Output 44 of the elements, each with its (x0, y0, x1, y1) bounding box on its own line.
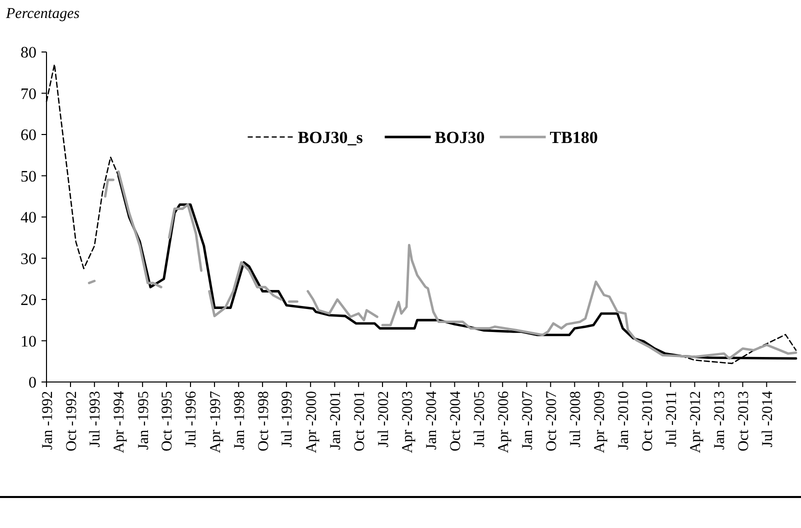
x-tick-label: Jan -1995 (136, 391, 152, 450)
x-tick-label: Jul -2011 (664, 391, 680, 447)
x-tick-label: Oct -1992 (64, 391, 80, 452)
x-tick-label: Jan -2013 (712, 391, 728, 450)
legend-label: BOJ30 (434, 128, 485, 147)
x-tick-label: Apr -1997 (208, 390, 224, 454)
x-tick-label: Oct -2007 (544, 390, 560, 452)
x-tick-label: Oct -1998 (256, 391, 272, 452)
y-tick-label: 10 (20, 333, 36, 350)
y-tick-label: 70 (20, 86, 36, 103)
chart-title: Percentages (5, 6, 80, 22)
x-tick-label: Apr -2009 (592, 391, 608, 454)
x-tick-label: Apr -2000 (304, 391, 320, 454)
x-tick-label: Jan -1998 (232, 391, 248, 450)
x-tick-label: Jul -2002 (376, 391, 392, 448)
x-tick-label: Jul -2014 (760, 390, 776, 448)
legend-label: BOJ30_s (298, 128, 364, 147)
x-tick-label: Apr -2012 (688, 391, 704, 454)
y-tick-label: 50 (20, 168, 36, 186)
x-tick-label: Oct -2013 (736, 391, 752, 452)
y-tick-label: 60 (20, 127, 36, 144)
y-tick-label: 20 (20, 292, 36, 310)
x-tick-label: Apr -2003 (400, 391, 416, 454)
x-tick-label: Jul -2008 (568, 391, 584, 448)
x-tick-label: Oct -2004 (448, 390, 464, 452)
x-tick-label: Jul -1996 (184, 390, 200, 448)
x-tick-label: Oct -2010 (640, 391, 656, 452)
x-tick-label: Jul -1999 (280, 391, 296, 448)
legend-label: TB180 (550, 128, 598, 147)
x-tick-label: Jan -1992 (40, 391, 56, 450)
x-tick-label: Jul -2005 (472, 391, 488, 448)
y-tick-label: 40 (20, 210, 36, 227)
x-tick-label: Jan -2007 (520, 390, 536, 450)
x-tick-label: Oct -2001 (352, 391, 368, 452)
x-tick-label: Apr -2006 (496, 390, 512, 454)
x-tick-label: Jan -2010 (616, 391, 632, 450)
x-tick-label: Jan -2001 (328, 391, 344, 450)
x-tick-label: Jul -1993 (88, 391, 104, 448)
y-tick-label: 0 (28, 374, 36, 392)
x-tick-label: Jan -2004 (424, 390, 440, 450)
y-tick-label: 30 (20, 250, 36, 268)
x-tick-label: Oct -1995 (160, 391, 176, 452)
x-tick-label: Apr -1994 (112, 390, 128, 454)
y-tick-label: 80 (20, 44, 36, 62)
